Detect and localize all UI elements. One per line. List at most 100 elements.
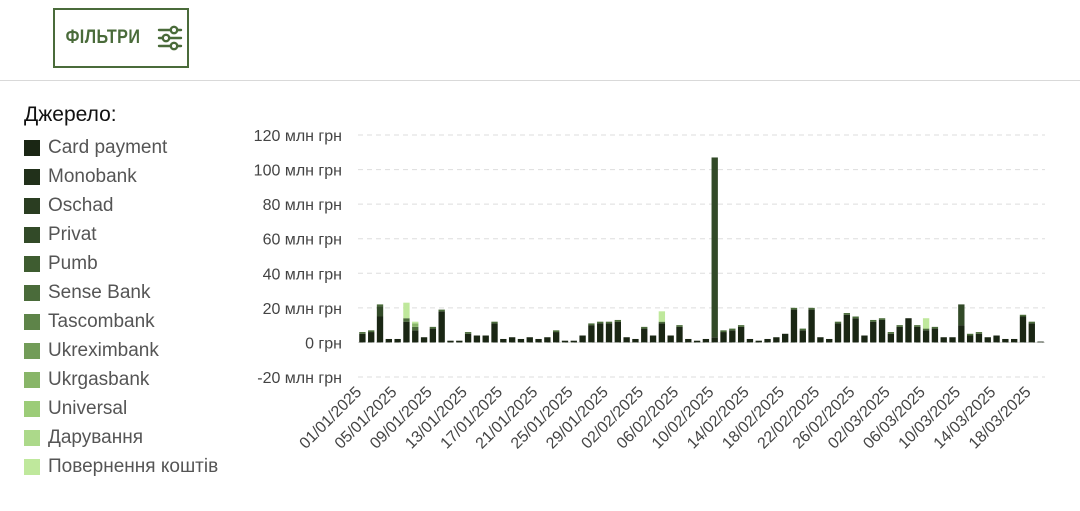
bar-segment [711,157,718,338]
bar-segment [1028,321,1035,324]
bar-segment [817,337,824,343]
bar-segment [993,335,1000,343]
legend-item[interactable]: Ukreximbank [24,336,218,365]
bar-segment [403,302,410,319]
y-tick-label: 120 млн грн [254,128,342,145]
bar-segment [403,318,410,322]
bar-segment [359,333,366,343]
legend-label: Universal [48,397,128,419]
bar-segment [553,332,560,343]
bar-segment [526,337,533,343]
bar-segment [614,321,621,343]
y-tick-label: 80 млн грн [263,197,342,214]
bar-segment [632,338,639,343]
bar-segment [535,338,542,343]
bar-segment [878,318,886,320]
legend-item[interactable]: Privat [24,220,218,249]
legend-item[interactable]: Pumb [24,249,218,278]
bar-segment [914,326,921,343]
bar-segment [949,337,956,343]
bar-segment [473,335,481,343]
bar-segment [737,325,745,327]
legend-label: Ukrgasbank [48,368,150,390]
legend-item[interactable]: Card payment [24,133,218,162]
bar-segment [561,340,569,343]
bar-segment [887,333,895,343]
legend-label: Monobank [48,165,137,187]
bar-segment [376,306,384,317]
bar-segment [456,340,463,343]
bar-segment [588,323,595,326]
bar-segment [500,338,507,343]
legend-item[interactable]: Ukrgasbank [24,365,218,394]
bar-segment [438,309,445,312]
legend-item[interactable]: Monobank [24,162,218,191]
bar-segment [764,338,771,343]
bar-segment [605,323,613,343]
bar-segment [623,337,630,343]
bar-segment [790,307,798,310]
bar-segment [605,321,613,324]
bar-segment [1028,323,1035,343]
bar-segment [755,340,762,343]
bar-segment [773,337,780,343]
bar-segment [729,330,736,343]
y-tick-label: 60 млн грн [263,232,342,249]
legend-swatch [24,429,40,446]
bar-segment [834,321,842,324]
bar-segment [385,338,392,343]
bar-segment [922,330,930,343]
bar-segment [878,319,886,343]
bar-segment [958,304,965,326]
legend-swatch [24,371,40,388]
filters-button[interactable]: ФІЛЬТРИ [53,8,189,68]
bar-segment [966,333,974,336]
bar-segment [702,338,710,343]
bar-segment [676,325,683,327]
bar-segment [1019,316,1027,343]
bar-segment [394,338,401,343]
legend-swatch [24,255,40,272]
bar-segment [808,307,815,310]
bar-segment [931,326,939,329]
bar-segment [412,321,419,324]
bar-segment [491,323,498,343]
bar-segment [737,326,745,343]
bar-segment [852,318,859,343]
bar-segment [940,337,947,343]
bar-segment [368,332,375,343]
bar-segment [711,337,718,343]
legend-label: Sense Bank [48,281,151,303]
legend-item[interactable]: Повернення коштів [24,452,218,481]
legend-swatch [24,168,40,185]
bar-segment [922,318,930,329]
bar-segment [808,309,815,343]
y-tick-label: -20 млн грн [257,370,342,387]
bar-segment [887,332,895,334]
bar-segment [975,332,983,334]
bar-segment [1037,341,1044,343]
bar-segment [368,330,375,333]
bar-segment [482,335,489,343]
bar-segment [420,337,428,343]
legend-item[interactable]: Universal [24,394,218,423]
sliders-icon [157,25,183,51]
legend-item[interactable]: Sense Bank [24,278,218,307]
bar-segment [614,319,621,322]
legend-item[interactable]: Дарування [24,423,218,452]
bar-segment [896,326,903,343]
bar-segment [412,326,419,331]
bar-segment [464,332,472,334]
bar-segment [597,323,604,343]
bar-segment [861,335,868,343]
legend-item[interactable]: Oschad [24,191,218,220]
legend-label: Card payment [48,136,168,158]
legend-item[interactable]: Tascombank [24,307,218,336]
bar-segment [649,335,657,343]
bar-segment [508,337,516,343]
y-tick-label: 100 млн грн [254,163,342,180]
legend-label: Privat [48,223,97,245]
bar-segment [641,328,648,343]
bar-segment [447,340,454,343]
